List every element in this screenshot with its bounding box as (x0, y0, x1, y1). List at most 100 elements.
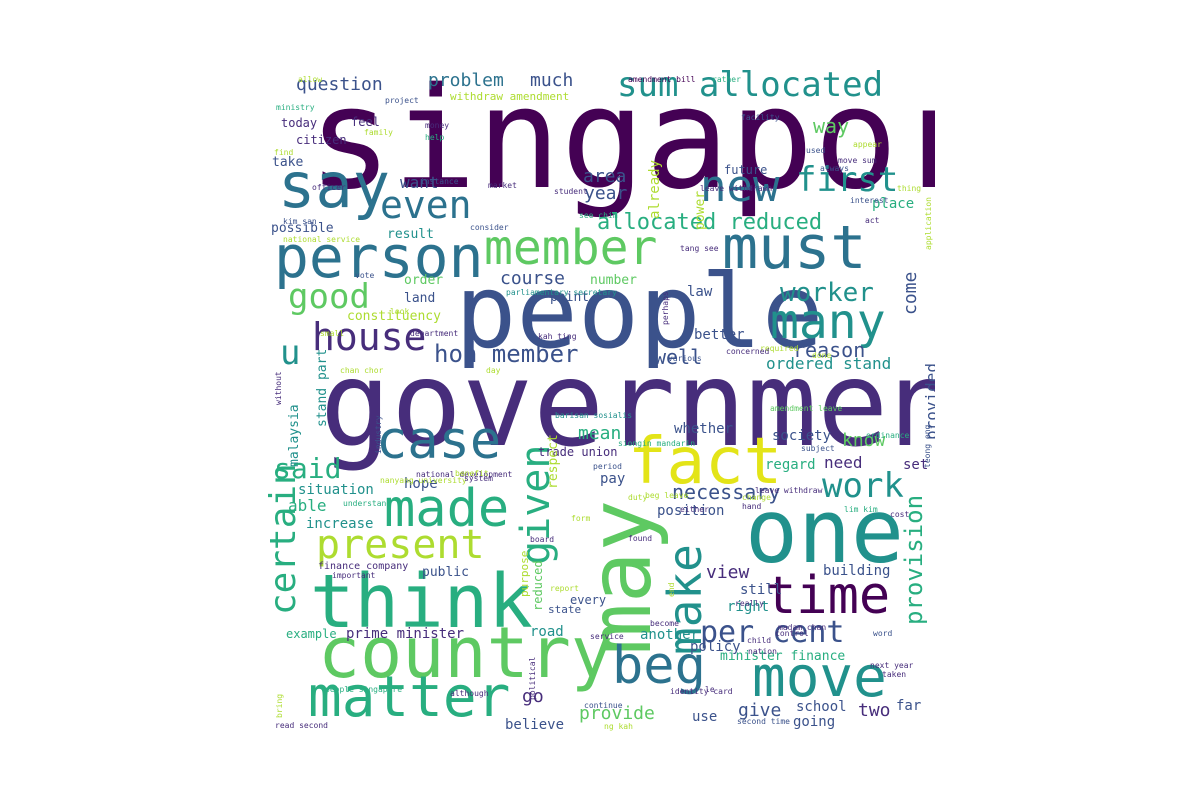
cloud-word: much (530, 70, 574, 91)
cloud-word: read second (275, 721, 328, 730)
cloud-word: lim kim (844, 505, 878, 514)
cloud-word: made (384, 479, 510, 539)
cloud-word: set (903, 457, 929, 473)
cloud-word: society (772, 428, 832, 444)
cloud-word: perhaps (661, 291, 670, 325)
cloud-word: necessary (672, 480, 781, 504)
cloud-word: public (422, 565, 469, 580)
cloud-word: act (865, 216, 880, 225)
cloud-word: move sum (838, 156, 877, 165)
cloud-word: used (806, 146, 826, 155)
cloud-word: facility (741, 113, 780, 122)
cloud-word: appear (853, 140, 882, 149)
cloud-word: year (584, 183, 628, 204)
cloud-word: finance company (318, 561, 409, 572)
cloud-word: even (380, 183, 472, 227)
cloud-word: area (583, 166, 627, 187)
cloud-word: market (488, 181, 517, 190)
cloud-word: control (775, 629, 809, 638)
cloud-word: report (550, 584, 579, 593)
cloud-word: child (747, 636, 772, 645)
cloud-word: withdraw amendment (450, 90, 570, 103)
cloud-word: amendment bill (628, 75, 696, 84)
cloud-word: family (364, 128, 393, 137)
cloud-word: worker (780, 278, 874, 308)
cloud-word: ministry (276, 103, 315, 112)
cloud-word: subject (801, 444, 835, 453)
cloud-word: today (281, 116, 318, 130)
cloud-word: trade union (538, 445, 618, 459)
cloud-word: believe (505, 717, 565, 733)
cloud-word: madam chan (778, 623, 827, 632)
cloud-word: beg (612, 636, 706, 696)
cloud-word: question (296, 74, 383, 95)
cloud-word: word (873, 629, 893, 638)
cloud-word: national service (283, 235, 361, 244)
cloud-word: siongin mandarin (618, 439, 696, 448)
cloud-word: political (528, 656, 537, 700)
cloud-word: must (722, 213, 867, 283)
cloud-word: day (486, 366, 501, 375)
cloud-word: ordered stand (766, 354, 892, 373)
cloud-word: hand (742, 502, 762, 511)
cloud-word: benefit (455, 469, 489, 478)
cloud-word: give (738, 700, 782, 721)
cloud-word: come (900, 271, 921, 315)
cloud-word: people singapore (325, 685, 403, 694)
cloud-word: nation (748, 647, 777, 656)
cloud-word: amendment leave (770, 404, 843, 413)
cloud-word: le (705, 685, 715, 694)
cloud-word: right (727, 599, 770, 615)
cloud-word: new (700, 161, 780, 212)
cloud-word: way (813, 114, 850, 138)
cloud-word: parliamentary secretary (506, 288, 617, 297)
cloud-word: end (667, 582, 676, 597)
cloud-word: application (924, 197, 933, 250)
cloud-word: result (387, 227, 434, 242)
cloud-word: hope (404, 476, 438, 492)
cloud-word: continue (584, 701, 623, 710)
cloud-word: singapore (308, 65, 935, 221)
cloud-word: able (288, 496, 327, 515)
cloud-word: order (404, 273, 444, 288)
cloud-word: u (280, 333, 301, 373)
cloud-word: many (770, 294, 886, 350)
cloud-word: said (274, 452, 342, 485)
cloud-word: leave withdraw (755, 486, 823, 495)
cloud-word: really (735, 599, 764, 608)
cloud-word: duty (628, 493, 648, 502)
cloud-word: bring (275, 693, 284, 718)
cloud-word: sum allocated (617, 65, 884, 105)
cloud-word: malaysia (287, 404, 302, 467)
cloud-word: move (752, 645, 887, 710)
cloud-word: better (694, 327, 745, 343)
cloud-word: first (796, 160, 899, 200)
cloud-word: good (288, 277, 370, 317)
cloud-word: period (593, 462, 622, 471)
cloud-word: minister finance (720, 649, 846, 664)
cloud-word: board (530, 535, 555, 544)
cloud-word: fact (628, 425, 783, 499)
cloud-word: provide (579, 703, 655, 724)
cloud-word: certain (265, 463, 304, 615)
cloud-word: project (385, 96, 419, 105)
cloud-word: officer (312, 183, 346, 192)
cloud-word: member (484, 220, 658, 276)
cloud-word: two (858, 700, 891, 721)
cloud-word: ordinance (866, 431, 910, 440)
cloud-word: think (310, 559, 533, 645)
cloud-word: next year (870, 661, 914, 670)
cloud-word: find (274, 148, 294, 157)
cloud-word: ng kah (604, 722, 633, 731)
cloud-word: power (693, 190, 708, 230)
cloud-word: school (796, 699, 847, 715)
cloud-word: pay (600, 471, 626, 487)
cloud-word: government (320, 335, 935, 473)
cloud-word: kim san (283, 217, 317, 226)
cloud-word: allocated reduced (597, 210, 823, 235)
cloud-word: possible (271, 221, 334, 236)
cloud-word: second time (737, 717, 790, 726)
cloud-word: house (312, 315, 427, 359)
cloud-word: leave withdrawn (700, 184, 773, 193)
cloud-word: place (872, 196, 915, 212)
